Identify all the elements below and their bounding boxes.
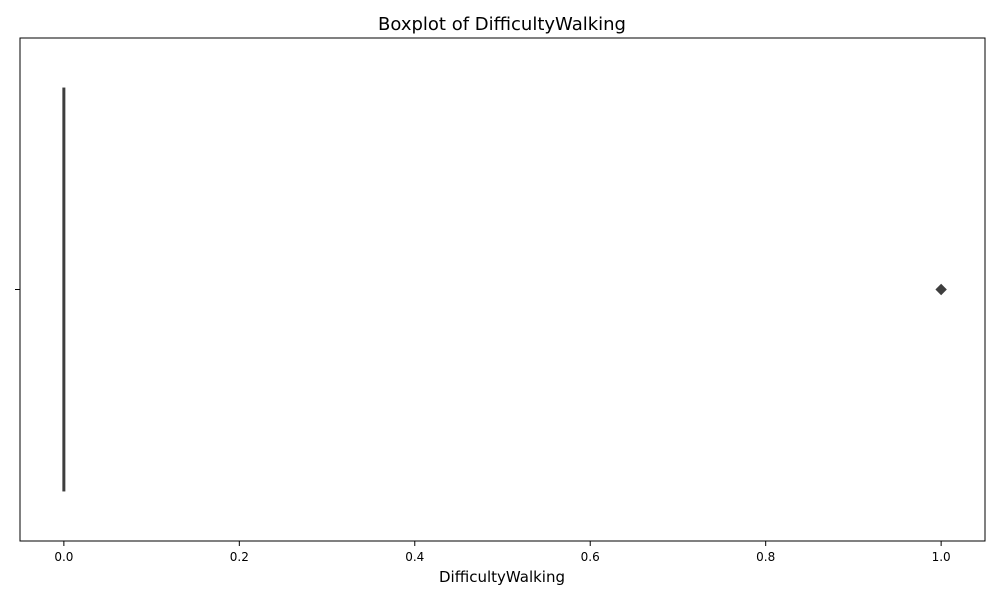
chart-title: Boxplot of DifficultyWalking — [378, 14, 626, 35]
x-axis: 0.0 0.2 0.4 0.6 0.8 1.0 — [54, 541, 951, 564]
x-tick-label: 0.6 — [581, 550, 600, 564]
x-tick-label: 0.2 — [230, 550, 249, 564]
boxplot — [62, 87, 947, 492]
x-tick-label: 0.8 — [756, 550, 775, 564]
x-axis-label: DifficultyWalking — [439, 568, 565, 586]
x-tick-label: 0.4 — [405, 550, 424, 564]
x-tick-label: 0.0 — [54, 550, 73, 564]
outlier-point — [935, 283, 947, 296]
plot-area — [19, 37, 986, 542]
x-tick-label: 1.0 — [932, 550, 951, 564]
